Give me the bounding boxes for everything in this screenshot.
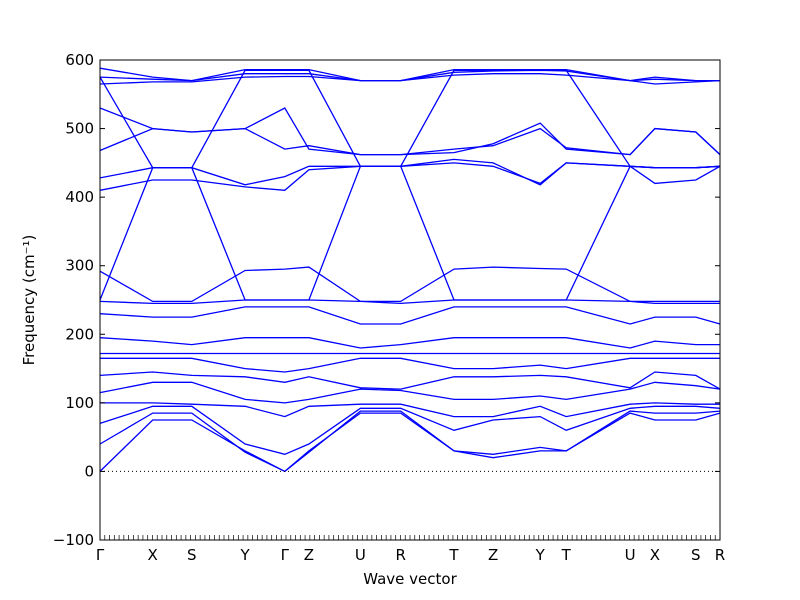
x-tick-label: T [561,546,572,564]
band-line-4 [100,402,720,418]
band-line-7 [100,357,720,373]
band-line-13 [99,162,721,191]
band-line-19 [99,67,720,82]
x-tick-label: Γ [96,546,105,564]
band-line-9 [99,337,720,349]
band-line-18 [99,69,720,82]
band-line-2 [99,410,721,473]
x-tick-label: Z [488,546,498,564]
x-tick-label: Y [239,546,250,564]
y-tick-label: 500 [65,120,94,138]
y-axis-title: Frequency (cm⁻¹) [20,235,38,366]
band-line-10 [99,306,721,325]
y-tick-label: 300 [65,257,94,275]
band-line-1 [99,412,721,473]
x-tick-label: U [625,546,636,564]
band-line-20 [99,165,721,301]
x-tick-label: X [148,546,158,564]
x-axis-title: Wave vector [363,570,457,588]
y-tick-label: 100 [65,394,94,412]
band-line-5 [99,381,721,404]
plot-area [99,67,721,473]
y-tick-label: 200 [65,325,94,343]
band-line-16 [99,107,721,156]
x-tick-label: Z [304,546,314,564]
x-tick-label: T [448,546,459,564]
y-tick-label: −100 [53,531,94,549]
x-tick-label: Γ [281,546,290,564]
x-tick-label: X [650,546,660,564]
x-tick-label: Y [535,546,546,564]
band-line-21 [99,69,721,169]
x-tick-label: R [395,546,405,564]
band-line-6 [99,371,721,390]
x-tick-label: R [715,546,725,564]
y-tick-label: 600 [65,51,94,69]
x-tick-label: U [355,546,366,564]
y-axis: −100 0 100 200 300 400 500 600 [53,51,720,549]
x-tick-label: S [187,546,197,564]
band-line-3 [99,405,721,455]
band-line-12 [99,266,720,303]
y-tick-label: 400 [65,188,94,206]
band-line-11 [99,299,720,305]
y-tick-label: 0 [84,462,94,480]
band-line-17 [99,73,721,85]
x-tick-label: S [691,546,701,564]
